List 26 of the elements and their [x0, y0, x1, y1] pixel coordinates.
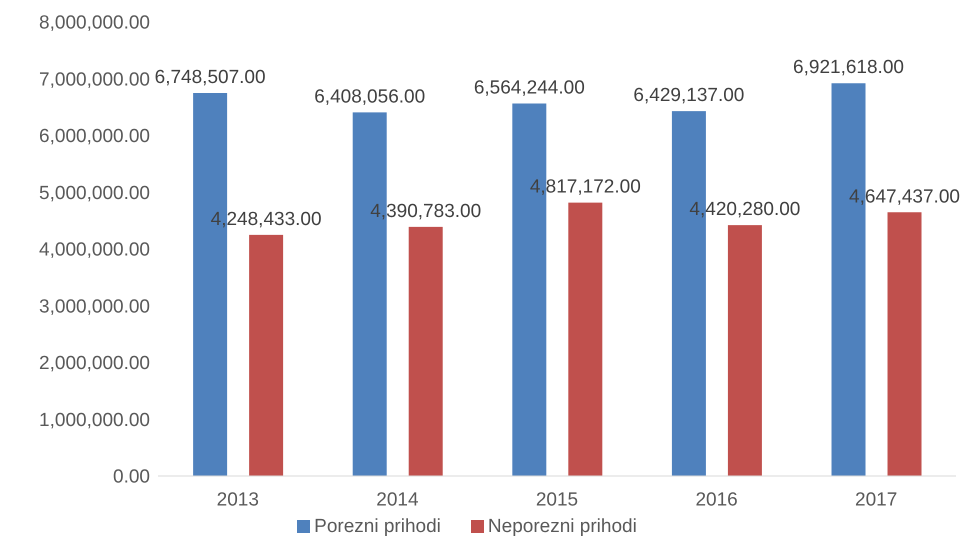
x-tick-label: 2016 [695, 489, 738, 510]
y-tick-label: 4,000,000.00 [39, 240, 150, 261]
y-tick-label: 3,000,000.00 [39, 296, 150, 318]
legend-label: Porezni prihodi [314, 516, 441, 537]
data-label: 6,564,244.00 [474, 77, 585, 98]
x-tick-label: 2017 [855, 489, 898, 510]
data-label: 6,429,137.00 [633, 85, 744, 106]
x-tick-label: 2015 [536, 489, 578, 510]
bar [728, 225, 762, 476]
data-label: 6,408,056.00 [314, 86, 426, 108]
y-tick-label: 0.00 [113, 466, 150, 488]
y-tick-label: 2,000,000.00 [39, 353, 150, 374]
data-label: 6,748,507.00 [154, 67, 266, 88]
bar [888, 212, 922, 476]
y-tick-label: 7,000,000.00 [39, 69, 150, 90]
bar [408, 226, 443, 476]
y-tick-label: 5,000,000.00 [39, 182, 150, 204]
data-label: 6,921,618.00 [793, 57, 904, 78]
bar [249, 234, 284, 476]
y-tick-label: 1,000,000.00 [39, 410, 150, 431]
x-tick-label: 2014 [376, 489, 419, 510]
y-tick-label: 8,000,000.00 [39, 12, 150, 34]
x-tick-label: 2013 [216, 489, 259, 510]
bar [568, 202, 602, 476]
legend-label: Neporezni prihodi [488, 516, 637, 537]
y-tick-label: 6,000,000.00 [39, 126, 150, 148]
